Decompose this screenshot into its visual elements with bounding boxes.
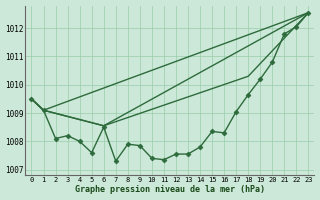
X-axis label: Graphe pression niveau de la mer (hPa): Graphe pression niveau de la mer (hPa) xyxy=(75,185,265,194)
